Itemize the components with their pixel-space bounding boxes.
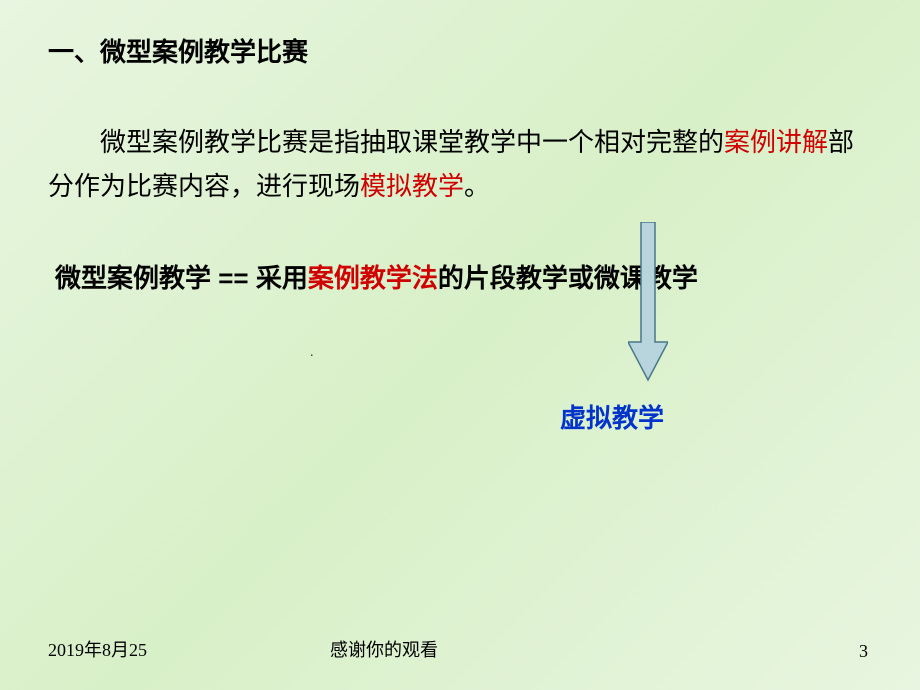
- p1-red-2: 模拟教学: [360, 171, 464, 201]
- footer-thanks: 感谢你的观看: [330, 636, 438, 662]
- center-dot: .: [310, 345, 314, 361]
- slide-title: 一、微型案例教学比赛: [48, 32, 308, 69]
- p1-text-before: 微型案例教学比赛是指抽取课堂教学中一个相对完整的: [100, 127, 724, 157]
- footer-date: 2019年8月25: [48, 636, 147, 662]
- arrow-path: [628, 222, 668, 380]
- down-arrow: [628, 222, 668, 382]
- footer-page-number: 3: [859, 641, 868, 662]
- virtual-teaching-label: 虚拟教学: [560, 398, 664, 435]
- line2-red: 案例教学法: [308, 263, 438, 293]
- p1-text-after: 。: [464, 171, 490, 201]
- paragraph-1: 微型案例教学比赛是指抽取课堂教学中一个相对完整的案例讲解部分作为比赛内容，进行现…: [48, 120, 872, 208]
- p1-red-1: 案例讲解: [724, 127, 828, 157]
- equation-line: 微型案例教学 == 采用案例教学法的片段教学或微课教学: [55, 258, 698, 295]
- line2-before: 微型案例教学 == 采用: [55, 263, 308, 293]
